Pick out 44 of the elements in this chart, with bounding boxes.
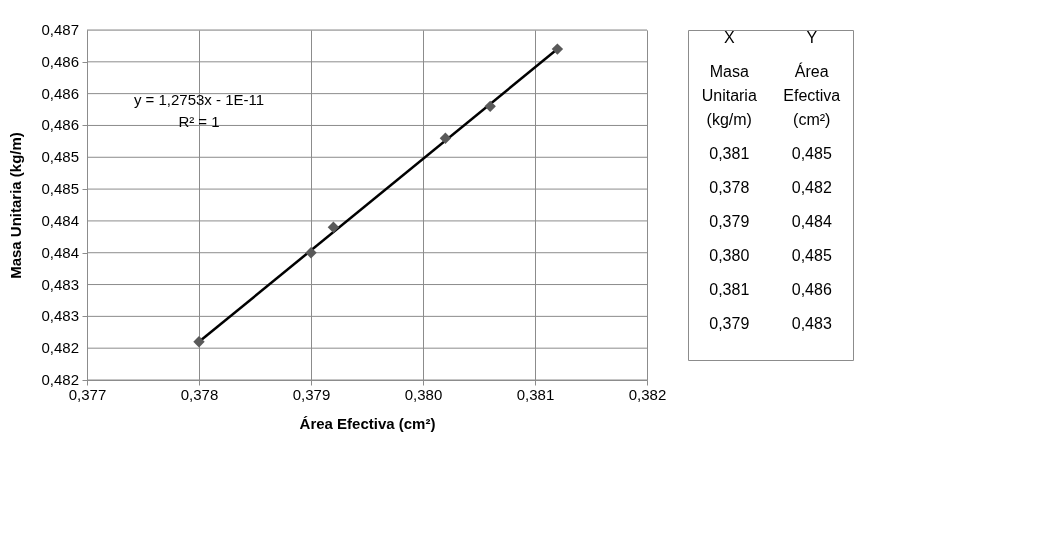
text: 0,379: [709, 213, 750, 230]
text: X: [723, 29, 735, 46]
point: [193, 336, 205, 348]
y-tick-label: 0,486: [41, 116, 79, 134]
text: Área Efectiva (cm²): [783, 62, 841, 128]
x-tick-label: 0,382: [628, 385, 667, 403]
y-tick-label: 0,485: [41, 180, 79, 198]
point: [551, 43, 564, 55]
text: 0,485: [791, 247, 832, 264]
y-tick-label: 0,485: [41, 148, 79, 166]
y-axis-title: Masa Unitaria (kg/m): [7, 132, 24, 279]
text: Y: [806, 29, 818, 46]
annotation: R² = 1: [178, 113, 220, 130]
x-axis-title: Área Efectiva (cm²): [299, 414, 436, 432]
point: [439, 132, 452, 144]
annotation: y = 1,2753x - 1E-11: [133, 91, 265, 108]
text: 0,378: [709, 179, 750, 196]
point: [327, 221, 340, 233]
y-tick-label: 0,483: [41, 307, 79, 325]
text: 0,484: [791, 213, 832, 230]
text: 0,381: [709, 281, 750, 298]
x-tick-label: 0,380: [404, 385, 443, 403]
y-tick-label: 0,482: [41, 339, 79, 357]
point: [305, 247, 317, 259]
y-tick-label: 0,486: [41, 84, 79, 102]
y-tick-label: 0,482: [41, 371, 79, 388]
y-tick-label: 0,484: [41, 211, 79, 229]
x-tick-label: 0,379: [292, 385, 331, 403]
text: 0,486: [791, 281, 832, 298]
text: 0,485: [791, 145, 832, 162]
x-tick-label: 0,378: [180, 385, 219, 403]
point: [484, 100, 496, 113]
text: 0,380: [709, 247, 750, 264]
text: 0,381: [709, 145, 750, 162]
x-tick-label: 0,377: [68, 385, 107, 403]
y-tick-label: 0,487: [41, 21, 79, 38]
y-tick-label: 0,484: [41, 243, 79, 261]
x-tick-label: 0,381: [516, 385, 555, 403]
y-tick-label: 0,486: [41, 52, 79, 70]
y-tick-label: 0,483: [41, 275, 79, 293]
text: Masa Unitaria (kg/m): [701, 63, 757, 128]
text: 0,483: [791, 315, 832, 332]
text: 0,482: [791, 179, 832, 196]
text: 0,379: [709, 315, 750, 332]
